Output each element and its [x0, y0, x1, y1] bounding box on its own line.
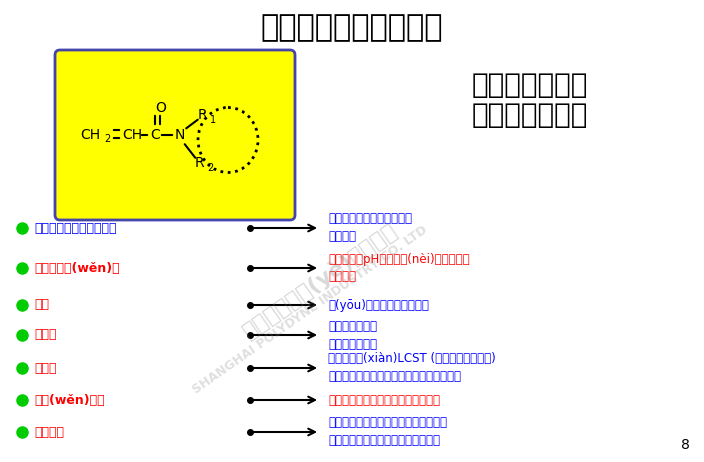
- Text: R: R: [195, 156, 205, 170]
- Text: C: C: [150, 128, 160, 142]
- Text: CH: CH: [122, 128, 142, 142]
- Text: 極性: 極性: [34, 298, 49, 311]
- Text: 溶解范圍比較寬
與多種材料相溶: 溶解范圍比較寬 與多種材料相溶: [328, 320, 377, 351]
- Text: 熱穩(wěn)定性: 熱穩(wěn)定性: [34, 394, 105, 407]
- Text: 聚合物具備高的玻璃化溫度與耐熱性: 聚合物具備高的玻璃化溫度與耐熱性: [328, 394, 440, 407]
- Text: 在比較寬的pH值范圍內(nèi)具備良好的
耐水解性: 在比較寬的pH值范圍內(nèi)具備良好的 耐水解性: [328, 253, 470, 284]
- Text: R: R: [198, 108, 208, 122]
- Text: 化學結構穩(wěn)定: 化學結構穩(wěn)定: [34, 261, 120, 274]
- Text: CH: CH: [80, 128, 100, 142]
- Text: 聚合物展現(xiàn)LCST (最低臨界溶液溫度)
在水中具備可逆的親水性疏水性的相變特性: 聚合物展現(xiàn)LCST (最低臨界溶液溫度) 在水中具備可逆的親水性疏水…: [328, 353, 496, 383]
- Text: 在加熱或是活性能量射線之下具有高的
聚合速率（高分子量與高固化速度）: 在加熱或是活性能量射線之下具有高的 聚合速率（高分子量與高固化速度）: [328, 417, 447, 448]
- Text: 兩親性: 兩親性: [34, 328, 56, 341]
- Text: SHANGHAI POLYDYNE INDUSTRY CO. LTD: SHANGHAI POLYDYNE INDUSTRY CO. LTD: [190, 224, 429, 396]
- Text: O: O: [155, 101, 166, 115]
- Text: 感溫性: 感溫性: [34, 361, 56, 375]
- Text: 8: 8: [681, 438, 690, 452]
- Text: 單取代或雙取代: 單取代或雙取代: [472, 71, 588, 99]
- Text: 不含丙烯酸或是丙烯酰胺: 不含丙烯酸或是丙烯酰胺: [34, 221, 116, 235]
- Text: 高聚合性: 高聚合性: [34, 426, 64, 438]
- Text: 1: 1: [210, 115, 216, 125]
- Text: 丙烯酰胺衍生物的特點: 丙烯酰胺衍生物的特點: [260, 13, 444, 43]
- Text: 丙烯酰胺的特點: 丙烯酰胺的特點: [472, 101, 588, 129]
- Text: 2: 2: [104, 134, 111, 144]
- Text: 優(yōu)異的附著力與粘合力: 優(yōu)異的附著力與粘合力: [328, 298, 429, 311]
- Text: N: N: [175, 128, 185, 142]
- Text: 上海聚瑞實業(yè)有限公司: 上海聚瑞實業(yè)有限公司: [239, 219, 401, 341]
- Text: 安全（毒性低、刺激性低）
腐蝕性低: 安全（毒性低、刺激性低） 腐蝕性低: [328, 213, 412, 243]
- Text: 2: 2: [207, 163, 213, 173]
- FancyBboxPatch shape: [55, 50, 295, 220]
